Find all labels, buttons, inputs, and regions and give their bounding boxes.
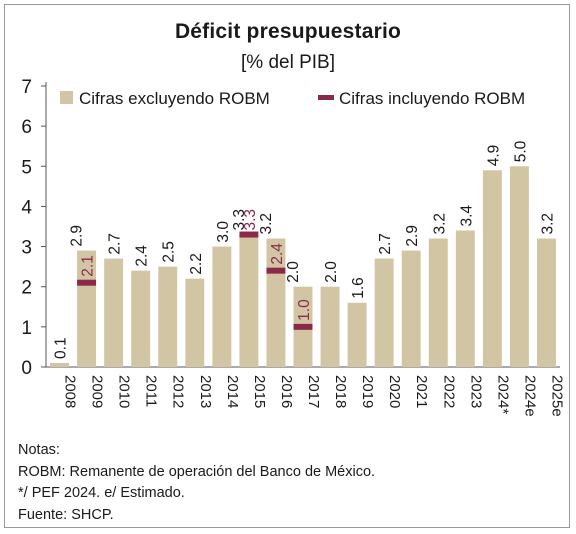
bar-value-label: 4.9: [485, 145, 502, 167]
bar-value-label: 5.0: [512, 140, 529, 162]
note-pef: */ PEF 2024. e/ Estimado.: [18, 485, 185, 501]
chart-frame: [4, 4, 570, 528]
x-tick-label: 2024*: [494, 375, 511, 414]
bar: [320, 286, 340, 367]
bar-value-label: 3.4: [458, 205, 475, 227]
robm-value-label: 1.0: [296, 299, 313, 321]
x-tick-label: 2015: [251, 375, 268, 408]
robm-marker: [77, 279, 97, 286]
x-tick-label: 2019: [359, 375, 376, 408]
bar: [77, 250, 97, 367]
bar: [347, 302, 367, 367]
x-tick-label: 2024e: [521, 375, 538, 417]
bar: [374, 258, 394, 367]
bar-value-label: 1.6: [350, 277, 367, 299]
bar-value-label: 2.2: [188, 253, 205, 275]
bar: [401, 250, 421, 367]
robm-marker: [293, 323, 313, 330]
legend-swatch-bars: [60, 91, 73, 104]
bar-value-label: 3.0: [215, 221, 232, 243]
legend-swatch-markers: [318, 95, 334, 100]
x-tick-label: 2021: [413, 375, 430, 408]
y-tick-label: 4: [21, 197, 32, 218]
x-tick-label: 2010: [116, 375, 133, 408]
bar: [185, 278, 205, 367]
x-tick-label: 2018: [332, 375, 349, 408]
bar-value-label: 3.2: [258, 213, 275, 235]
x-tick-label: 2020: [386, 375, 403, 408]
bar-value-label: 2.9: [404, 225, 421, 247]
x-tick-label: 2023: [467, 375, 484, 408]
x-tick-label: 2012: [170, 375, 187, 408]
y-tick-label: 5: [21, 157, 32, 178]
robm-marker: [266, 267, 286, 274]
robm-value-label: 3.3: [242, 209, 259, 231]
x-tick-label: 2017: [305, 375, 322, 408]
x-tick-label: 2008: [62, 375, 79, 408]
y-tick-label: 1: [21, 318, 32, 339]
x-tick-label: 2025e: [548, 375, 565, 417]
bar: [158, 266, 178, 367]
x-tick-label: 2013: [197, 375, 214, 408]
y-tick-label: 2: [21, 278, 32, 299]
note-source: Fuente: SHCP.: [18, 506, 114, 523]
notes: Notas: ROBM: Remanente de operación del …: [18, 440, 375, 526]
bar: [509, 166, 529, 367]
x-tick-label: 2014: [224, 375, 241, 408]
bar-value-label: 2.5: [161, 241, 178, 263]
x-tick-label: 2022: [440, 375, 457, 408]
y-tick-label: 6: [21, 117, 32, 138]
bar: [239, 234, 259, 367]
legend-label-bars: Cifras excluyendo ROBM: [79, 89, 270, 108]
bar-value-label: 3.2: [431, 213, 448, 235]
bar: [537, 238, 556, 367]
bar: [50, 362, 69, 367]
bar: [455, 230, 475, 367]
x-tick-label: 2009: [89, 375, 106, 408]
bar: [104, 258, 124, 367]
bar-value-label: 2.0: [285, 261, 302, 283]
chart-subtitle: [% del PIB]: [241, 52, 335, 73]
legend-label-markers: Cifras incluyendo ROBM: [339, 89, 525, 108]
y-tick-label: 3: [21, 238, 32, 259]
bar: [131, 270, 151, 367]
x-tick-label: 2011: [143, 375, 160, 407]
bar-value-label: 2.4: [134, 245, 151, 267]
bar-value-label: 2.0: [323, 261, 340, 283]
robm-value-label: 2.4: [269, 243, 286, 265]
y-tick-label: 0: [21, 358, 32, 379]
bar-value-label: 3.2: [539, 213, 556, 235]
bar-value-label: 2.7: [377, 233, 394, 255]
robm-marker: [239, 231, 259, 238]
bar-value-label: 3.3: [231, 209, 248, 231]
bar-value-label: 2.9: [69, 225, 86, 247]
note-robm: ROBM: Remanente de operación del Banco d…: [18, 463, 376, 480]
bar: [482, 170, 502, 367]
robm-value-label: 2.1: [80, 255, 97, 277]
chart-title: Déficit presupuestario: [174, 20, 402, 43]
bar: [428, 238, 448, 367]
x-tick-label: 2016: [278, 375, 295, 408]
notes-heading: Notas:: [18, 442, 60, 458]
bar: [212, 246, 232, 367]
y-tick-label: 7: [21, 77, 32, 98]
bar-value-label: 0.1: [53, 337, 70, 359]
bar-value-label: 2.7: [107, 233, 124, 255]
